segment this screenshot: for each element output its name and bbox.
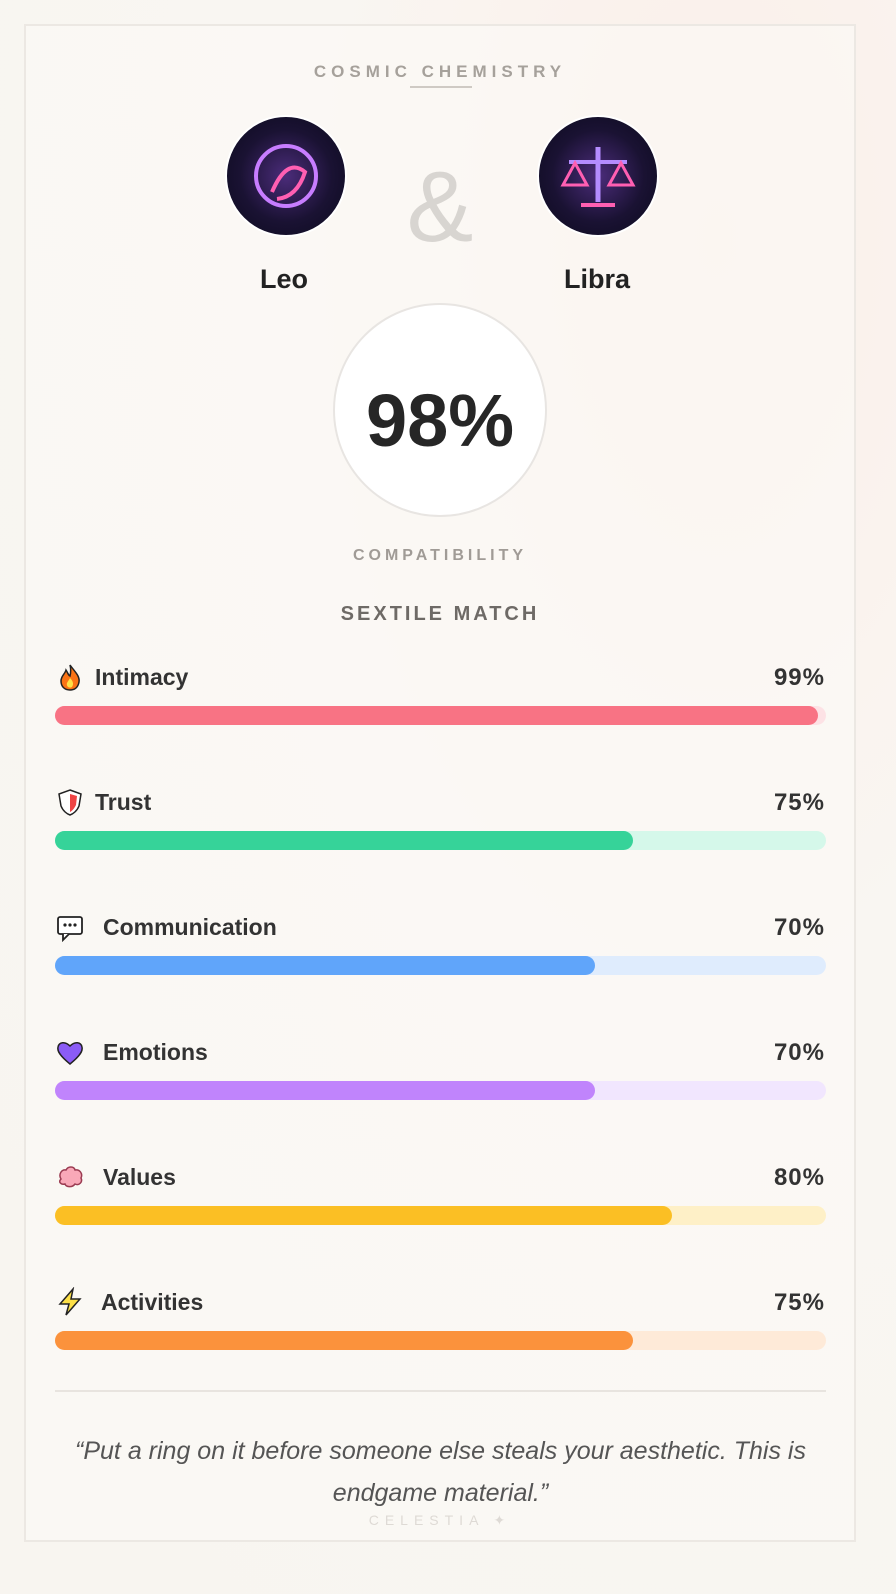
metric-bar	[55, 706, 819, 725]
metric-value: 70%	[773, 914, 825, 941]
metric-track	[55, 1206, 826, 1225]
metric-bar	[55, 1081, 595, 1100]
metric-icon	[55, 912, 85, 943]
joiner: &	[406, 151, 474, 263]
metric-track	[55, 831, 826, 850]
metric-value: 75%	[773, 1289, 825, 1316]
footer: CELESTIA ✦	[368, 1512, 512, 1528]
icon-glyph	[58, 789, 82, 816]
libra-glyph	[560, 147, 636, 207]
divider	[55, 1390, 826, 1392]
sign-left: Leo	[259, 264, 308, 294]
metric-value: 80%	[773, 1164, 825, 1191]
metric-track	[55, 706, 826, 725]
metric-icon	[55, 662, 85, 692]
metric-name: Emotions	[103, 1039, 208, 1065]
metric-name: Communication	[103, 914, 277, 940]
metric-name: Values	[103, 1164, 176, 1190]
metric-value: 70%	[773, 1039, 825, 1066]
quote: “Put a ring on it before someone else st…	[75, 1437, 806, 1507]
metric-icon	[55, 1037, 85, 1067]
title-underline	[410, 86, 472, 88]
metric-bar	[55, 1331, 634, 1350]
libra-avatar	[537, 115, 659, 237]
metric-track	[55, 956, 826, 975]
metric-bar	[55, 956, 595, 975]
metric-value: 75%	[773, 789, 825, 816]
metric-track	[55, 1331, 826, 1350]
metric-icon	[55, 1162, 85, 1192]
metric-track	[55, 1081, 826, 1100]
metric-icon	[55, 1286, 85, 1317]
leo-glyph	[254, 144, 318, 208]
metric-name: Trust	[95, 789, 152, 815]
metric-name: Activities	[101, 1289, 204, 1315]
score-ring	[333, 303, 547, 517]
sign-right: Libra	[563, 264, 630, 294]
card	[24, 24, 856, 1542]
title: COSMIC CHEMISTRY	[313, 62, 567, 81]
aspect: SEXTILE MATCH	[340, 603, 540, 625]
metric-icon	[55, 787, 85, 817]
metric-bar	[55, 831, 634, 850]
metric-bar	[55, 1206, 672, 1225]
score-caption: COMPATIBILITY	[352, 547, 528, 564]
icon-glyph	[58, 1286, 82, 1316]
icon-glyph	[57, 916, 83, 943]
icon-glyph	[60, 664, 80, 691]
score: 98%	[365, 379, 515, 462]
icon-glyph	[59, 1166, 83, 1188]
leo-avatar	[225, 115, 347, 237]
icon-glyph	[57, 1042, 83, 1065]
metric-value: 99%	[773, 664, 825, 691]
metric-name: Intimacy	[95, 664, 189, 690]
